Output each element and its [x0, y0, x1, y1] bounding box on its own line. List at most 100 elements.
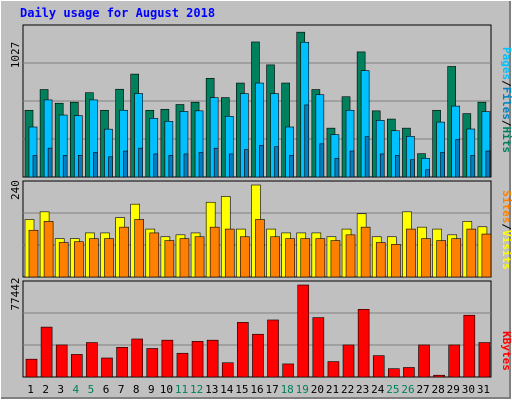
bar-kbytes: [372, 355, 385, 378]
bar-sites: [360, 226, 371, 278]
legend-top: Pages/Files/Hits: [500, 47, 512, 153]
bar-sites: [270, 236, 280, 278]
bar-sites: [391, 244, 401, 278]
bottom-axis-max-label: 77442: [9, 277, 22, 310]
x-tick-label: 24: [371, 383, 385, 396]
legend-visits: Visits: [500, 230, 512, 270]
bar-pages: [62, 155, 68, 178]
mid-axis-max-label: 240: [9, 180, 22, 200]
bar-pages: [364, 136, 370, 178]
x-tick-label: 19: [296, 383, 309, 396]
bar-sites: [315, 238, 326, 278]
bar-pages: [425, 169, 430, 178]
bar-kbytes: [116, 347, 128, 378]
x-tick-label: 13: [205, 383, 218, 396]
chart-title: Daily usage for August 2018: [20, 6, 215, 20]
bar-kbytes: [25, 358, 38, 378]
bar-pages: [244, 149, 249, 178]
bar-kbytes: [357, 308, 370, 378]
x-tick-label: 29: [447, 383, 460, 396]
bars: [24, 31, 492, 378]
bar-sites: [104, 238, 114, 278]
bar-pages: [168, 155, 174, 178]
x-tick-label: 8: [133, 383, 140, 396]
legend-kbytes: KBytes: [500, 331, 512, 371]
x-tick-label: 11: [175, 383, 188, 396]
bar-sites: [481, 233, 492, 278]
x-tick-label: 23: [356, 383, 369, 396]
bar-kbytes: [176, 352, 189, 378]
x-tick-label: 10: [160, 383, 173, 396]
bar-pages: [395, 155, 400, 178]
bar-pages: [485, 150, 491, 178]
bar-sites: [43, 221, 54, 278]
bar-sites: [330, 240, 341, 278]
bar-kbytes: [252, 333, 264, 378]
bar-pages: [349, 150, 355, 178]
bar-sites: [375, 242, 386, 278]
bar-kbytes: [478, 342, 491, 378]
x-tick-labels: 1 2 3 4 5 6 7 8 9 10 11 12 13 14 15 16 17 18 19 20 21 22 23 24 2…: [27, 383, 490, 396]
bar-kbytes: [161, 339, 174, 378]
bar-pages: [198, 152, 204, 178]
bar-sites: [164, 240, 175, 278]
x-tick-label: 28: [432, 383, 445, 396]
top-axis-max-label: 1027: [9, 42, 22, 69]
x-tick-label: 9: [148, 383, 155, 396]
bar-kbytes: [86, 342, 98, 378]
bar-pages: [228, 153, 234, 178]
legend-bottom: KBytes: [500, 331, 512, 371]
x-tick-label: 15: [235, 383, 248, 396]
x-tick-label: 20: [311, 383, 324, 396]
bar-pages: [319, 143, 325, 178]
bar-sites: [300, 238, 311, 278]
legend-files: Files: [500, 87, 512, 120]
bar-sites: [209, 226, 220, 278]
x-tick-label: 22: [341, 383, 354, 396]
bar-sites: [73, 241, 84, 278]
bar-sites: [224, 228, 235, 278]
bar-pages: [259, 144, 264, 178]
bar-pages: [304, 104, 310, 178]
x-tick-label: 18: [281, 383, 294, 396]
bar-sites: [421, 238, 431, 278]
bar-pages: [123, 150, 128, 178]
bar-kbytes: [342, 344, 355, 378]
x-tick-label: 12: [190, 383, 203, 396]
bar-pages: [410, 159, 415, 178]
bar-sites: [285, 238, 295, 278]
bar-pages: [289, 155, 294, 178]
x-tick-label: 2: [42, 383, 49, 396]
bar-sites: [89, 238, 99, 278]
x-tick-label: 21: [326, 383, 339, 396]
bar-pages: [47, 147, 53, 178]
bar-sites: [134, 219, 144, 278]
bar-kbytes: [237, 322, 249, 378]
x-tick-label: 26: [401, 383, 414, 396]
legend-pages: Pages: [500, 47, 512, 80]
bar-sites: [58, 242, 69, 278]
x-tick-label: 27: [416, 383, 429, 396]
bar-kbytes: [146, 348, 159, 378]
bar-pages: [93, 152, 98, 178]
bar-kbytes: [206, 339, 219, 378]
bar-pages: [455, 139, 461, 178]
x-tick-label: 25: [386, 383, 399, 396]
bar-kbytes: [327, 361, 340, 378]
bar-kbytes: [388, 368, 400, 378]
x-tick-label: 6: [103, 383, 110, 396]
legend-hits: Hits: [500, 127, 512, 154]
bar-pages: [334, 157, 340, 178]
bar-kbytes: [131, 338, 143, 378]
bar-sites: [345, 234, 356, 278]
bar-kbytes: [221, 362, 234, 378]
legend-sites: Sites: [500, 190, 512, 223]
bar-kbytes: [297, 284, 310, 378]
bar-sites: [28, 229, 39, 278]
frame-shadow-bottom: [1, 397, 511, 399]
x-tick-label: 31: [477, 383, 490, 396]
bar-kbytes: [403, 367, 415, 378]
bar-sites: [436, 240, 446, 278]
x-tick-label: 3: [57, 383, 64, 396]
